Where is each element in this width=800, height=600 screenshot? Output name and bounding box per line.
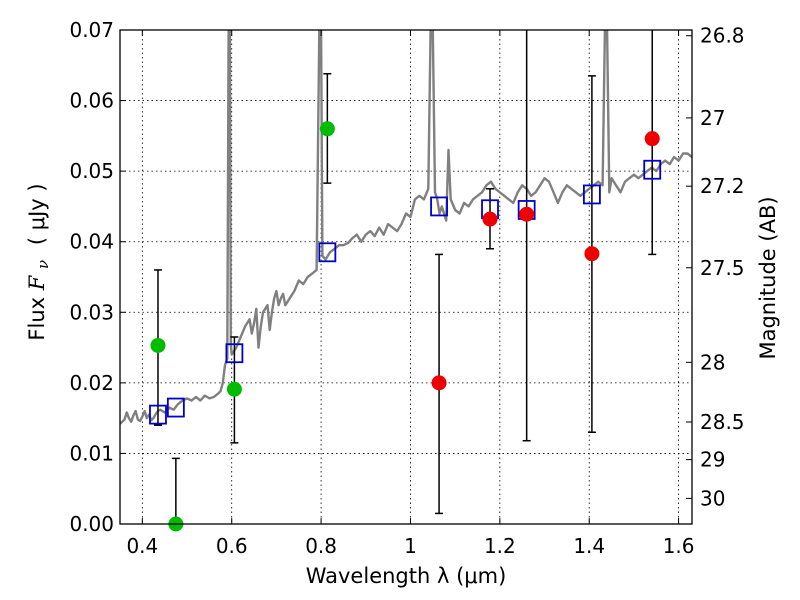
red-data-point	[644, 131, 660, 147]
y-axis-label-unit: ( μJy )	[25, 183, 49, 245]
y-axis-label-prefix: Flux	[25, 290, 49, 340]
y-tick-label: 0.02	[69, 371, 114, 395]
x-axis-label: Wavelength λ (μm)	[306, 564, 507, 588]
red-data-point	[482, 211, 498, 227]
x-tick-label: 1.6	[663, 534, 695, 558]
y2-tick-label: 27.2	[700, 174, 745, 198]
axis-ticks	[120, 29, 692, 525]
red-data-point	[431, 375, 447, 391]
red-data-point	[519, 206, 535, 222]
green-data-point	[226, 381, 242, 397]
y-axis-label-subscript: ν	[34, 260, 52, 269]
y2-tick-label: 30	[700, 486, 725, 510]
plot-frame	[119, 29, 693, 525]
y-tick-label: 0.07	[69, 18, 114, 42]
y-tick-label: 0.01	[69, 441, 114, 465]
y2-axis-label: Magnitude (AB)	[756, 196, 780, 359]
model-photometry-square	[430, 196, 448, 217]
x-tick-label: 0.6	[216, 534, 248, 558]
y-axis-label: Flux F ν ( μJy )	[25, 183, 53, 340]
model-photometry-square	[149, 404, 167, 425]
x-tick-label: 0.4	[126, 534, 158, 558]
y-tick-label: 0.05	[69, 159, 114, 183]
model-photometry-square	[318, 242, 337, 263]
y-tick-label: 0.03	[69, 300, 114, 324]
y2-tick-label: 28.5	[700, 410, 745, 434]
x-tick-label: 1.2	[484, 534, 516, 558]
y-tick-label: 0.00	[69, 512, 114, 536]
model-photometry-square	[225, 343, 244, 364]
y2-tick-label: 27	[700, 106, 725, 130]
y2-tick-label: 26.8	[700, 24, 745, 48]
green-data-point	[319, 121, 335, 137]
x-tick-label: 1	[404, 534, 417, 558]
x-tick-label: 0.8	[305, 534, 337, 558]
tick-labels: 0.4 0.6 0.8 1 1.2 1.4 1.6 0.00 0.01 0.02 0.03 0.04 0…	[69, 18, 744, 558]
y2-tick-label: 27.5	[700, 256, 745, 280]
y-axis-label-symbol: F	[25, 274, 49, 291]
x-tick-label: 1.4	[573, 534, 605, 558]
grid-lines	[120, 30, 692, 524]
red-data-point	[584, 246, 600, 262]
data-markers	[149, 121, 662, 532]
model-photometry-square	[643, 159, 662, 180]
green-data-point	[150, 337, 166, 353]
model-spectrum-line	[120, 30, 692, 425]
model-photometry-square	[583, 184, 601, 205]
model-photometry-square	[166, 397, 185, 418]
model-spectrum	[120, 30, 692, 425]
y2-tick-label: 29	[700, 448, 725, 472]
y-tick-label: 0.06	[69, 89, 114, 113]
y-tick-label: 0.04	[69, 230, 114, 254]
y2-tick-label: 28	[700, 350, 725, 374]
